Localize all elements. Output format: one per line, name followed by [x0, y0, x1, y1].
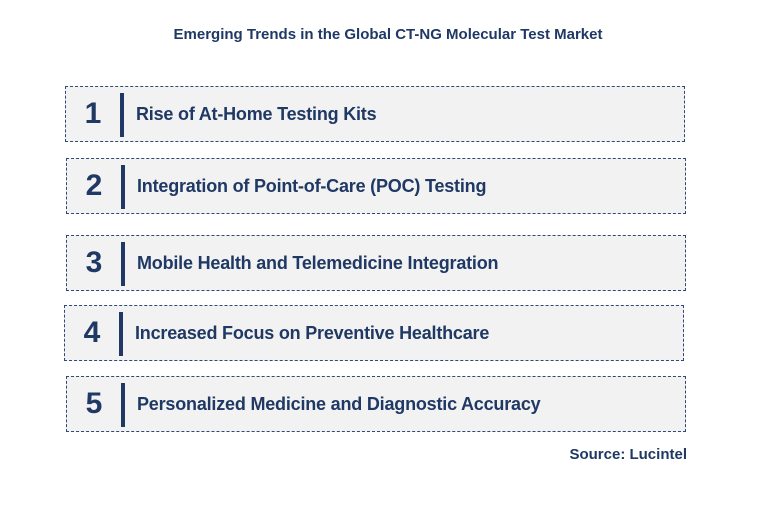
trend-number: 2	[85, 169, 103, 202]
trend-divider	[121, 165, 125, 209]
trend-number: 3	[85, 246, 103, 279]
trend-item-1: 1 Rise of At-Home Testing Kits	[65, 86, 685, 142]
source-note: Source: Lucintel	[569, 446, 687, 463]
trend-label: Personalized Medicine and Diagnostic Acc…	[137, 393, 541, 414]
page-title: Emerging Trends in the Global CT-NG Mole…	[173, 26, 603, 43]
trend-divider	[121, 242, 125, 286]
trend-number: 1	[84, 97, 102, 130]
trend-number: 4	[83, 316, 101, 349]
trend-label: Increased Focus on Preventive Healthcare	[135, 322, 490, 343]
trend-item-2: 2 Integration of Point-of-Care (POC) Tes…	[66, 158, 686, 214]
trend-label: Integration of Point-of-Care (POC) Testi…	[137, 175, 487, 196]
trend-item-5: 5 Personalized Medicine and Diagnostic A…	[66, 376, 686, 432]
trend-item-4: 4 Increased Focus on Preventive Healthca…	[64, 305, 684, 361]
trend-label: Rise of At-Home Testing Kits	[136, 103, 377, 124]
trend-divider	[120, 93, 124, 137]
trend-number: 5	[85, 387, 103, 420]
trend-divider	[121, 383, 125, 427]
trend-label: Mobile Health and Telemedicine Integrati…	[137, 252, 499, 273]
trend-divider	[119, 312, 123, 356]
trend-item-3: 3 Mobile Health and Telemedicine Integra…	[66, 235, 686, 291]
